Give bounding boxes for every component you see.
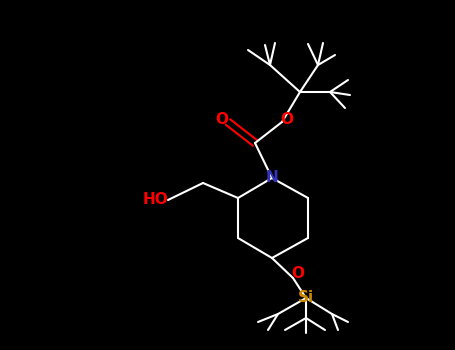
Text: O: O	[280, 112, 293, 126]
Text: Si: Si	[298, 290, 314, 306]
Text: O: O	[292, 266, 304, 280]
Text: N: N	[266, 170, 278, 186]
Text: O: O	[216, 112, 228, 126]
Text: HO: HO	[143, 193, 169, 208]
